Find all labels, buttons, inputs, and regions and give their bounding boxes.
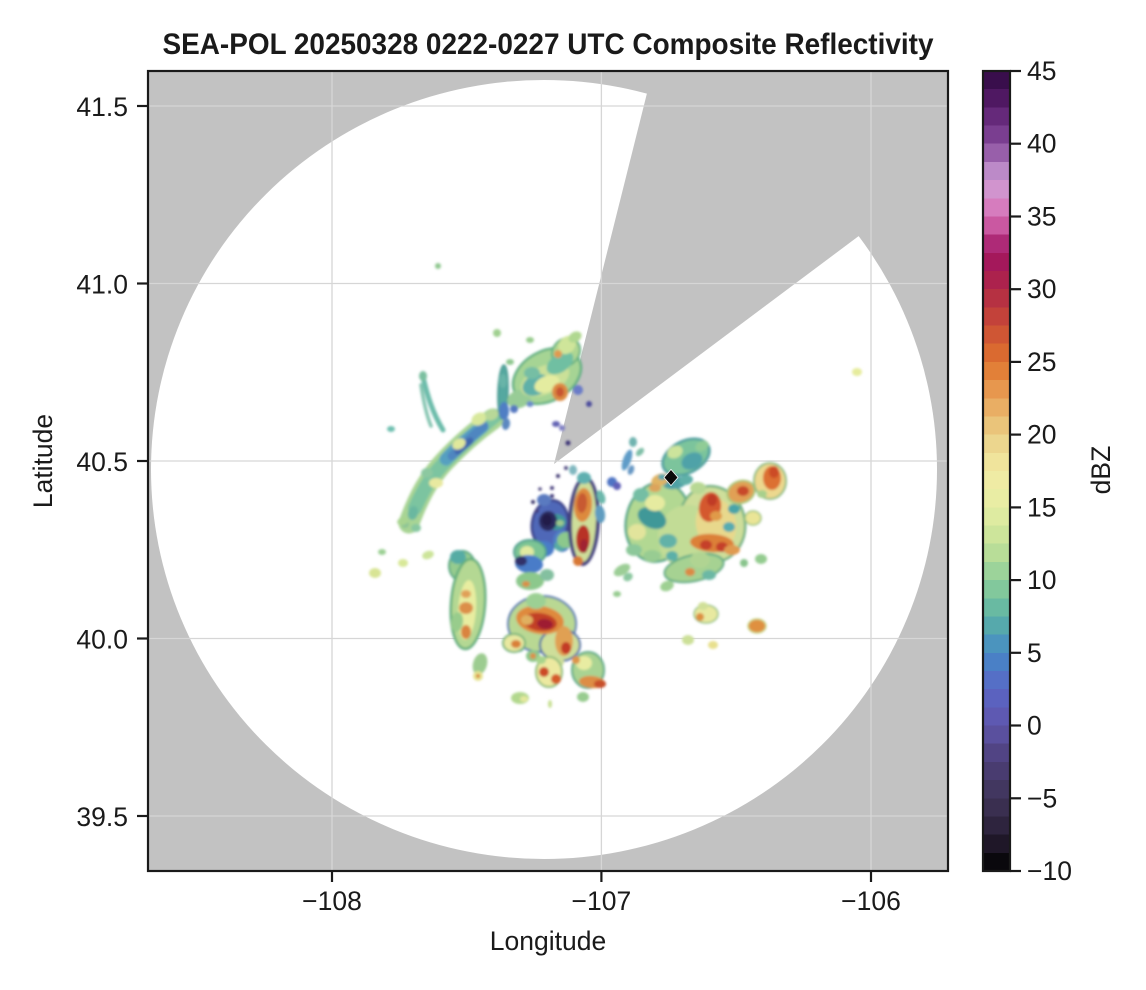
svg-text:−107: −107: [572, 886, 632, 916]
svg-text:41.0: 41.0: [76, 270, 128, 300]
svg-text:5: 5: [1027, 638, 1042, 668]
svg-text:15: 15: [1027, 492, 1056, 522]
svg-text:−10: −10: [1027, 856, 1072, 886]
svg-text:Longitude: Longitude: [490, 926, 606, 956]
svg-text:40: 40: [1027, 129, 1056, 159]
svg-text:−5: −5: [1027, 783, 1057, 813]
svg-text:10: 10: [1027, 565, 1056, 595]
svg-text:dBZ: dBZ: [1086, 446, 1116, 495]
svg-text:40.5: 40.5: [76, 447, 128, 477]
svg-text:35: 35: [1027, 202, 1056, 232]
svg-text:30: 30: [1027, 274, 1056, 304]
svg-text:40.0: 40.0: [76, 625, 128, 655]
svg-text:−108: −108: [302, 886, 362, 916]
svg-text:41.5: 41.5: [76, 92, 128, 122]
svg-text:45: 45: [1027, 56, 1056, 86]
svg-text:0: 0: [1027, 711, 1042, 741]
svg-text:−106: −106: [841, 886, 901, 916]
svg-text:39.5: 39.5: [76, 802, 128, 832]
svg-text:SEA-POL 20250328 0222-0227 UTC: SEA-POL 20250328 0222-0227 UTC Composite…: [163, 28, 935, 61]
svg-text:25: 25: [1027, 347, 1056, 377]
svg-text:Latitude: Latitude: [28, 414, 58, 508]
svg-text:20: 20: [1027, 420, 1056, 450]
